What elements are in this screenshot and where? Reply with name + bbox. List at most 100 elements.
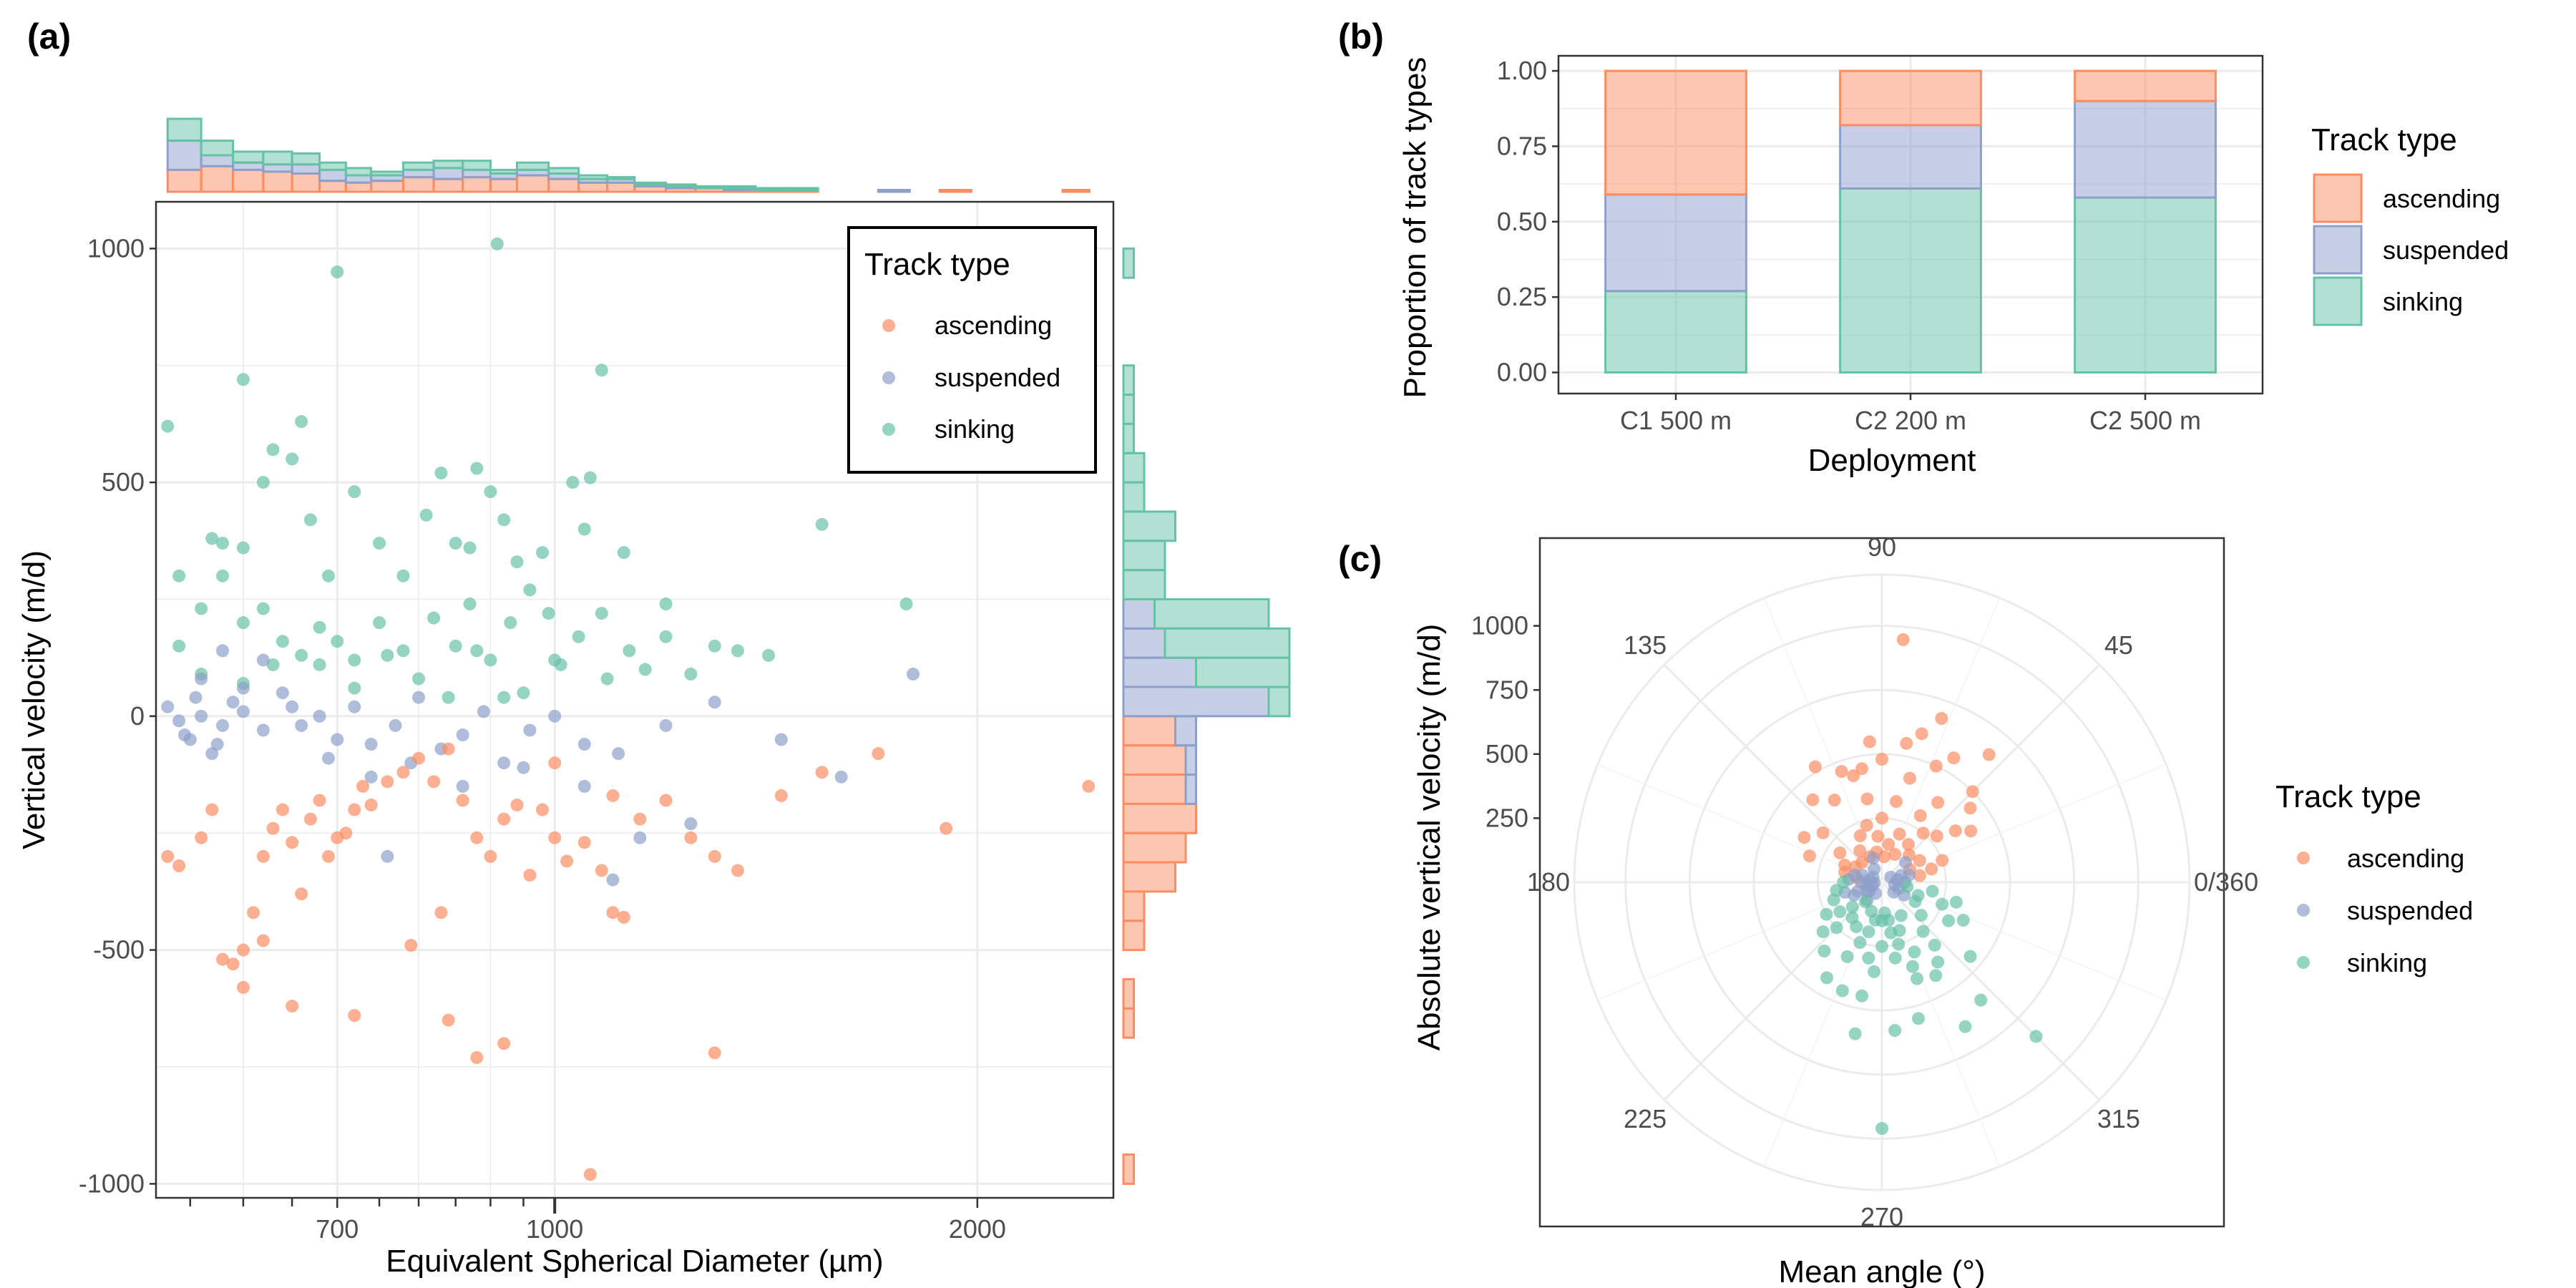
point-sinking (266, 443, 280, 457)
top-hist-bar-ascending (606, 181, 636, 193)
point-ascending (560, 854, 574, 868)
top-hist-bar-suspended (402, 168, 435, 179)
point-ascending (1853, 829, 1867, 843)
point-sinking (572, 630, 585, 643)
point-ascending (1982, 748, 1996, 761)
right-hist-bar-sinking (1195, 656, 1291, 688)
point-suspended (161, 700, 175, 713)
point-ascending (295, 887, 308, 901)
panel-c-legend-title: Track type (2275, 779, 2421, 814)
right-hist-bar-ascending (1122, 1007, 1135, 1039)
angular-gridline (1880, 663, 2101, 884)
point-sinking (1914, 909, 1928, 922)
point-ascending (161, 849, 175, 863)
point-sinking (1818, 945, 1831, 958)
point-sinking (1848, 1027, 1862, 1040)
point-sinking (434, 467, 448, 480)
point-sinking (1816, 925, 1830, 939)
point-sinking (1853, 936, 1867, 950)
top-hist-bar-ascending (515, 174, 550, 193)
right-hist-bar-sinking (1122, 394, 1135, 425)
bar-c1-500-m-sinking (1604, 290, 1747, 374)
point-ascending (1913, 809, 1927, 822)
point-ascending (1947, 751, 1961, 765)
point-sinking (449, 537, 462, 550)
point-sinking (236, 373, 250, 386)
point-ascending (1860, 819, 1873, 832)
point-ascending (456, 794, 469, 807)
point-suspended (1868, 862, 1881, 876)
point-sinking (1956, 914, 1970, 927)
point-sinking (1926, 884, 1939, 898)
point-sinking (595, 607, 608, 620)
top-hist-bar-suspended (877, 188, 911, 193)
point-sinking (313, 620, 326, 634)
point-ascending (1828, 794, 1841, 807)
point-sinking (1878, 906, 1891, 919)
right-hist-bar-ascending (1122, 1153, 1135, 1185)
point-ascending (226, 957, 240, 971)
top-hist-bar-sinking (489, 168, 518, 175)
top-hist-bar-suspended (262, 163, 293, 173)
point-sinking (2029, 1030, 2043, 1043)
right-hist-bar-sinking (1153, 597, 1270, 630)
bar-c2-500-m-ascending (2074, 69, 2217, 102)
point-suspended (834, 770, 848, 784)
point-ascending (1931, 796, 1945, 809)
point-suspended (210, 738, 224, 751)
point-sinking (236, 541, 250, 555)
top-hist-bar-suspended (344, 174, 373, 184)
point-ascending (236, 943, 250, 957)
top-hist-bar-ascending (432, 177, 464, 193)
point-sinking (899, 597, 913, 611)
top-hist-bar-sinking (200, 140, 235, 157)
point-sinking (348, 485, 361, 499)
point-suspended (1866, 852, 1880, 865)
point-sinking (1929, 969, 1943, 982)
point-suspended (606, 873, 620, 887)
point-ascending (708, 849, 721, 863)
right-hist-bar-ascending (1122, 715, 1176, 747)
point-suspended (256, 723, 270, 737)
point-ascending (1082, 779, 1096, 793)
point-sinking (1901, 880, 1914, 894)
point-sinking (815, 517, 829, 531)
top-hist-bar-sinking (723, 185, 757, 190)
panel-label-c: (c) (1338, 539, 1382, 579)
point-sinking (1931, 955, 1945, 969)
point-sinking (1830, 921, 1843, 935)
point-ascending (275, 803, 289, 816)
point-ascending (1860, 792, 1874, 806)
y-tick-label: -1000 (79, 1169, 145, 1198)
point-sinking (275, 635, 289, 648)
point-ascending (434, 906, 448, 919)
point-ascending (1882, 838, 1896, 852)
point-ascending (412, 751, 426, 765)
y-tick-label: 500 (102, 467, 145, 497)
right-hist-bar-suspended (1174, 715, 1197, 747)
right-hist-bar-suspended (1184, 774, 1197, 805)
point-sinking (172, 569, 186, 582)
point-suspended (612, 747, 625, 761)
point-ascending (396, 766, 410, 779)
point-ascending (1847, 769, 1860, 783)
point-ascending (364, 799, 378, 812)
top-hist-bar-sinking (432, 160, 464, 170)
y-tick-label: 0.25 (1497, 282, 1547, 311)
point-suspended (774, 733, 788, 746)
x-tick-label: 2000 (949, 1214, 1006, 1244)
point-sinking (504, 616, 517, 630)
top-hist-bar-ascending (577, 181, 609, 193)
point-sinking (463, 541, 477, 555)
point-sinking (195, 602, 208, 615)
point-ascending (595, 864, 608, 877)
point-sinking (1908, 945, 1921, 959)
panel-a-points (161, 237, 1096, 1181)
angle-tick-label: 135 (1624, 630, 1667, 660)
top-hist-bar-suspended (432, 167, 464, 180)
point-suspended (577, 779, 591, 793)
top-hist-bar-ascending (291, 172, 321, 193)
right-hist-bar-sinking (1122, 247, 1135, 279)
point-sinking (490, 237, 504, 250)
top-hist-bar-sinking (462, 160, 492, 171)
